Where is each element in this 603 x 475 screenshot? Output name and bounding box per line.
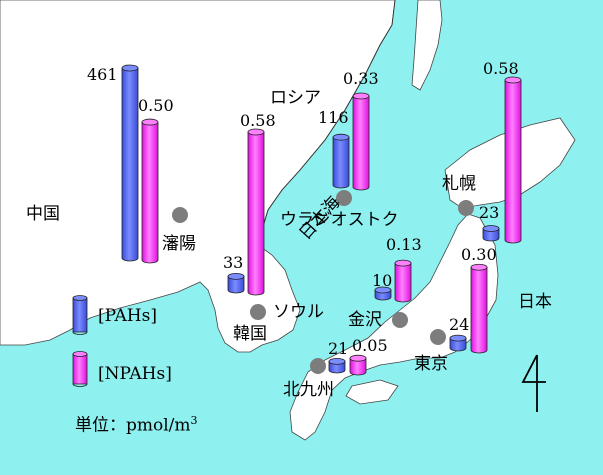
value-pahs-kitakyushu: 21 [328,341,348,357]
label-china: 中国 [26,206,60,223]
bar-npahs-3 [505,77,521,243]
label-japan: 日本 [518,294,552,311]
value-npahs-shenyang: 0.50 [138,98,174,114]
legend-unit: pmol/m [126,416,191,436]
dot-seoul [250,304,266,320]
dot-kanazawa [392,312,408,328]
bar-npahs-4 [395,260,411,302]
label-kitakyushu: 北九州 [283,382,334,399]
label-russia: ロシア [270,90,321,107]
dot-tokyo [430,329,446,345]
bar-npahs-6 [350,355,366,375]
bar-pahs-2 [333,134,349,188]
legend-label-pahs: [PAHs] [98,308,157,325]
label-korea: 韓国 [233,326,267,343]
value-pahs-vladivostok: 116 [318,110,349,126]
legend-unit-prefix: 単位： [75,416,126,436]
dot-shenyang [172,207,188,223]
bar-npahs-0 [142,119,158,263]
label-shenyang: 瀋陽 [162,236,196,253]
bar-npahs-1 [248,129,264,295]
bar-npahs-2 [353,93,369,190]
legend-label-npahs: [NPAHs] [98,366,172,383]
bar-npahs-5 [471,264,487,353]
bar-pahs-1 [228,273,244,293]
value-pahs-sapporo: 23 [479,205,499,221]
label-kanazawa: 金沢 [348,312,382,329]
bar-pahs-6 [329,358,345,373]
value-npahs-kitakyushu: 0.05 [352,338,388,354]
value-npahs-kanazawa: 0.13 [386,237,422,253]
value-pahs-kanazawa: 10 [372,273,392,289]
bar-pahs-5 [450,335,466,351]
bar-pahs-0 [122,65,138,261]
legend-swatches [68,290,92,390]
legend-swatch-pahs [73,296,87,335]
value-pahs-tokyo: 24 [449,317,469,333]
value-pahs-seoul: 33 [223,255,243,271]
legend-units: 単位：pmol/m3 [75,415,198,435]
legend-swatch-npahs [73,352,87,387]
label-seoul: ソウル [273,304,324,321]
value-npahs-sapporo: 0.58 [483,61,519,77]
label-sapporo: 札幌 [442,176,476,193]
bar-pahs-3 [483,226,499,241]
dot-kitakyushu [310,358,326,374]
dot-sapporo [458,200,474,216]
legend-unit-sup: 3 [191,414,198,427]
value-npahs-vladivostok: 0.33 [343,71,379,87]
value-npahs-tokyo: 0.30 [461,247,497,263]
value-npahs-seoul: 0.58 [240,113,276,129]
label-tokyo: 東京 [414,356,448,373]
value-pahs-shenyang: 461 [87,67,118,83]
